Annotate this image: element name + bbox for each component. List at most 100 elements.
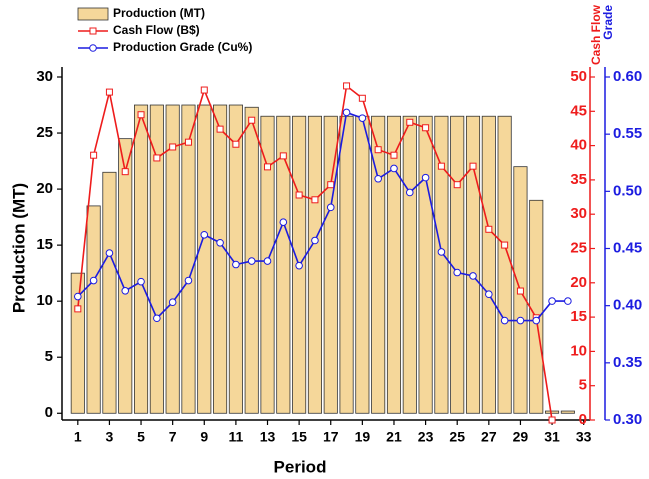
point: [564, 297, 572, 305]
y3-tick-label: 0.55: [613, 125, 642, 142]
y3-tick-label: 0.60: [613, 68, 642, 85]
point: [295, 261, 303, 270]
y3-tick-label: 0.40: [613, 297, 642, 314]
bar: [465, 115, 481, 414]
x-tick-label: 29: [513, 429, 529, 445]
point: [327, 181, 335, 189]
point: [453, 181, 461, 189]
x-tick-label: 31: [544, 429, 560, 445]
bar: [560, 410, 575, 414]
bar: [118, 138, 133, 414]
point: [137, 111, 145, 119]
point: [264, 163, 272, 171]
point: [342, 108, 351, 117]
y3-tick-label: 0.30: [613, 411, 642, 428]
point: [153, 154, 161, 162]
y-tick-label: 15: [36, 236, 53, 253]
x-tick-label: 1: [74, 429, 82, 445]
point: [90, 151, 98, 159]
point: [184, 138, 192, 146]
x-axis-label: Period: [274, 457, 327, 476]
point: [168, 298, 177, 307]
y2-tick-label: 40: [570, 137, 587, 154]
bar: [402, 115, 417, 414]
point: [343, 82, 351, 90]
y2-tick-label: 15: [570, 308, 587, 325]
y2-tick-label: 20: [570, 274, 587, 291]
point: [216, 125, 224, 133]
x-tick-label: 5: [137, 429, 145, 445]
x-tick-label: 3: [106, 429, 114, 445]
point: [374, 174, 382, 183]
point: [437, 162, 445, 170]
legend-marker: [89, 27, 97, 35]
point: [548, 297, 556, 305]
x-tick-label: 9: [200, 429, 208, 445]
y-tick-label: 0: [45, 404, 53, 421]
y3-tick-label: 0.35: [613, 354, 642, 371]
point: [74, 292, 82, 301]
point: [326, 203, 335, 212]
bar: [181, 104, 196, 414]
x-tick-label: 33: [576, 429, 592, 445]
x-tick-label: 27: [481, 429, 497, 445]
x-tick-label: 23: [418, 429, 434, 445]
bar: [197, 104, 212, 414]
y-tick-label: 25: [36, 124, 53, 141]
point: [200, 230, 209, 239]
x-tick-label: 11: [228, 429, 243, 445]
point: [501, 241, 509, 249]
legend-label: Production (MT): [113, 6, 205, 20]
bar: [529, 199, 544, 414]
point: [311, 196, 319, 204]
point: [532, 316, 541, 325]
point: [295, 191, 303, 199]
point: [358, 94, 366, 102]
point: [74, 305, 82, 313]
point: [485, 225, 493, 233]
legend-label: Production Grade (Cu%): [113, 40, 252, 54]
point: [516, 316, 525, 325]
point: [232, 260, 240, 269]
point: [184, 276, 193, 285]
point: [105, 88, 113, 96]
y2-tick-label: 50: [570, 68, 587, 85]
bar: [450, 115, 465, 414]
point: [500, 316, 509, 325]
bar: [165, 104, 180, 414]
x-tick-label: 25: [449, 429, 465, 445]
point: [469, 162, 477, 170]
x-tick-label: 7: [169, 429, 177, 445]
y3-tick-label: 0.50: [613, 182, 642, 199]
point: [485, 290, 493, 299]
y-tick-label: 20: [36, 180, 53, 197]
y-tick-label: 5: [45, 348, 53, 365]
y-tick-label: 10: [36, 292, 53, 309]
y2-tick-label: 10: [570, 342, 587, 359]
point: [374, 146, 382, 154]
point: [390, 151, 398, 159]
x-tick-label: 21: [386, 429, 402, 445]
point: [548, 416, 556, 424]
point: [232, 140, 240, 148]
bar: [545, 410, 560, 414]
bar: [371, 115, 386, 414]
x-tick-label: 13: [260, 429, 276, 445]
y2-tick-label: 30: [570, 205, 587, 222]
bar: [86, 205, 101, 414]
y-axis-label: Production (MT): [9, 183, 28, 313]
point: [422, 124, 430, 132]
point: [405, 188, 414, 197]
point: [516, 287, 524, 295]
point: [263, 257, 272, 265]
point: [279, 218, 288, 227]
point: [248, 116, 256, 124]
point: [469, 272, 477, 280]
point: [105, 249, 114, 257]
point: [247, 257, 256, 265]
bar: [481, 115, 496, 414]
y2-tick-label: 35: [570, 171, 587, 188]
bar: [323, 115, 338, 414]
bar: [418, 115, 433, 414]
y-tick-label: 30: [36, 68, 53, 85]
